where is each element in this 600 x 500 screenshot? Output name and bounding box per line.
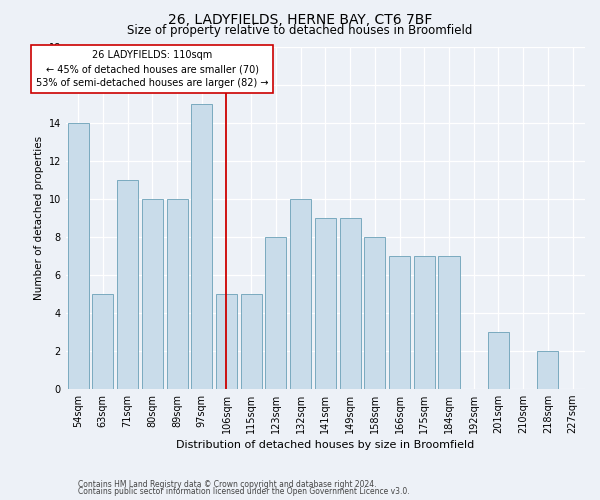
Bar <box>167 198 188 388</box>
Bar <box>142 198 163 388</box>
Bar <box>414 256 435 388</box>
Bar <box>92 294 113 388</box>
Text: Contains public sector information licensed under the Open Government Licence v3: Contains public sector information licen… <box>78 488 410 496</box>
Text: Size of property relative to detached houses in Broomfield: Size of property relative to detached ho… <box>127 24 473 37</box>
Bar <box>389 256 410 388</box>
Bar <box>265 236 286 388</box>
Bar <box>538 350 559 389</box>
Y-axis label: Number of detached properties: Number of detached properties <box>34 136 44 300</box>
Bar <box>439 256 460 388</box>
Bar <box>315 218 336 388</box>
X-axis label: Distribution of detached houses by size in Broomfield: Distribution of detached houses by size … <box>176 440 475 450</box>
Bar <box>117 180 138 388</box>
Bar <box>488 332 509 388</box>
Bar <box>290 198 311 388</box>
Bar <box>216 294 237 388</box>
Bar <box>241 294 262 388</box>
Text: 26, LADYFIELDS, HERNE BAY, CT6 7BF: 26, LADYFIELDS, HERNE BAY, CT6 7BF <box>168 12 432 26</box>
Text: Contains HM Land Registry data © Crown copyright and database right 2024.: Contains HM Land Registry data © Crown c… <box>78 480 377 489</box>
Bar <box>191 104 212 389</box>
Bar <box>340 218 361 388</box>
Bar <box>364 236 385 388</box>
Bar <box>68 122 89 388</box>
Text: 26 LADYFIELDS: 110sqm
← 45% of detached houses are smaller (70)
53% of semi-deta: 26 LADYFIELDS: 110sqm ← 45% of detached … <box>36 50 269 88</box>
